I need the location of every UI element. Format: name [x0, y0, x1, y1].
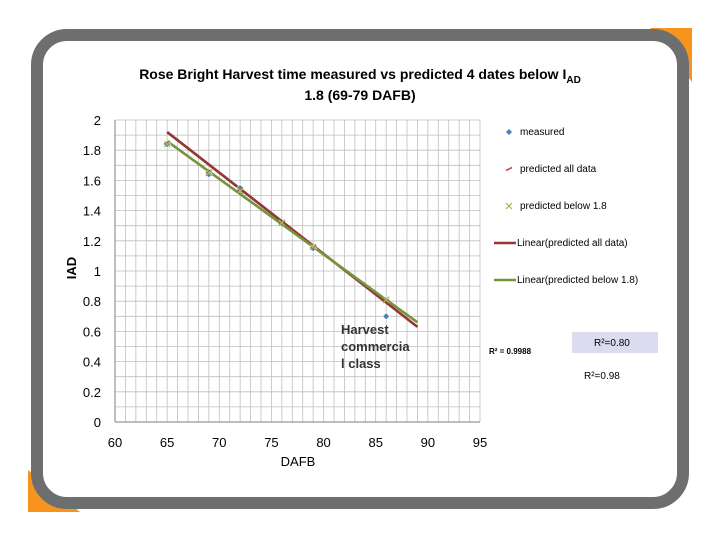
marker-stroke	[163, 140, 171, 148]
marker-stroke	[382, 296, 390, 304]
axes	[114, 120, 480, 423]
legend-swatch	[505, 166, 513, 172]
legend: measured predicted all data predicted belo…	[494, 127, 638, 286]
data-point	[205, 169, 213, 177]
legend-swatch	[505, 128, 513, 136]
chart-title-subscript: AD	[566, 75, 580, 86]
data-point	[309, 243, 317, 251]
legend-label: measured	[520, 127, 564, 138]
chart-title-main: Rose Bright Harvest time measured vs pre…	[139, 66, 566, 82]
marker-stroke	[236, 187, 244, 195]
tick-labels: 60 65 70 75 80 85 90 95 0 0.2 0.4 0.6 0.8 1 1.2 1.4 1.6 1…	[83, 113, 487, 450]
y-tick-label: 0.2	[83, 385, 101, 400]
chart-title: Rose Bright Harvest time measured vs pre…	[139, 66, 581, 86]
chart-title-line2: 1.8 (69-79 DAFB)	[304, 87, 415, 103]
x-tick-label: 95	[473, 435, 487, 450]
legend-label: predicted all data	[520, 164, 597, 175]
trendline	[166, 131, 419, 328]
data-point	[278, 219, 286, 227]
data-series	[163, 131, 419, 328]
r2-annotation-a: R² = 0.9988	[489, 347, 532, 356]
data-point	[163, 140, 171, 148]
legend-label: predicted below 1.8	[520, 201, 607, 212]
x-tick-label: 60	[108, 435, 122, 450]
r2-annotation-b: R²=0.80	[594, 338, 630, 349]
y-tick-label: 1	[94, 264, 101, 279]
harvest-annotation-line-1: Harvest	[341, 322, 389, 337]
y-tick-label: 1.8	[83, 143, 101, 158]
x-tick-label: 85	[368, 435, 382, 450]
legend-label: Linear(predicted below 1.8)	[517, 275, 638, 286]
r2-annotation-c: R²=0.98	[584, 371, 620, 382]
gridlines	[114, 119, 481, 423]
harvest-annotation: Harvest commercia l class	[341, 322, 413, 371]
x-tick-label: 65	[160, 435, 174, 450]
x-axis-label: DAFB	[281, 454, 316, 469]
x-tick-label: 75	[264, 435, 278, 450]
y-tick-label: 2	[94, 113, 101, 128]
data-point	[382, 296, 390, 304]
legend-label: Linear(predicted all data)	[517, 238, 628, 249]
x-tick-label: 90	[421, 435, 435, 450]
marker-stroke	[309, 243, 317, 251]
r2-annotation-box	[572, 332, 658, 353]
y-tick-label: 1.2	[83, 234, 101, 249]
slide-frame	[31, 29, 689, 509]
y-tick-label: 0.8	[83, 294, 101, 309]
y-tick-label: 0	[94, 415, 101, 430]
harvest-annotation-line-2: commercia	[341, 339, 410, 354]
x-tick-label: 70	[212, 435, 226, 450]
harvest-annotation-line-3: l class	[341, 356, 381, 371]
marker-stroke	[278, 219, 286, 227]
y-tick-label: 1.6	[83, 173, 101, 188]
data-point	[236, 187, 244, 195]
x-tick-label: 80	[316, 435, 330, 450]
y-tick-label: 0.4	[83, 355, 101, 370]
y-axis-label: IAD	[64, 257, 79, 279]
y-tick-label: 1.4	[83, 204, 101, 219]
marker-stroke	[505, 202, 513, 210]
data-point	[382, 312, 391, 321]
marker-stroke	[205, 169, 213, 177]
legend-swatch	[505, 202, 513, 210]
y-tick-label: 0.6	[83, 324, 101, 339]
